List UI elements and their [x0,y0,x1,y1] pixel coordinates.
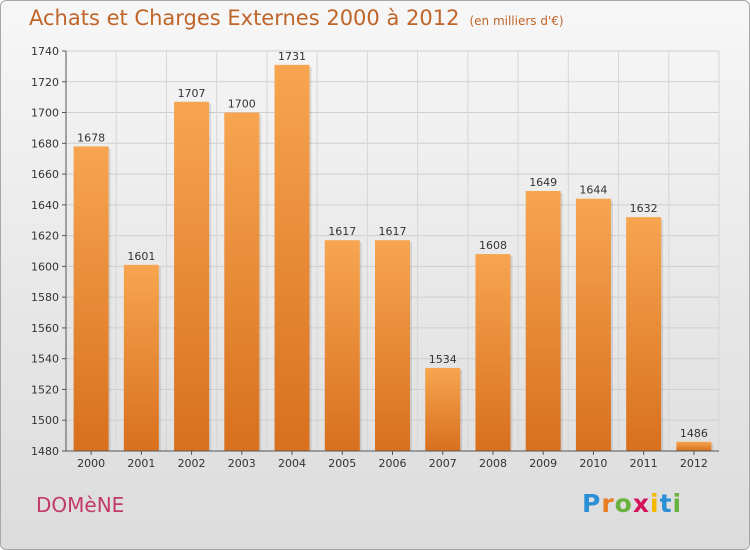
bar [375,240,410,451]
x-tick-label: 2011 [630,457,658,470]
y-tick-label: 1540 [31,353,59,366]
bar [224,112,260,452]
y-tick-label: 1660 [31,168,59,181]
y-tick-label: 1520 [31,383,59,396]
labels: 1678 2000 1601 2001 1707 2002 1700 2003 1731 2004… [77,50,708,470]
logo-letter: x [632,489,650,518]
y-tick-label: 1640 [31,199,59,212]
bar-value-label: 1617 [328,225,356,238]
bar-value-label: 1608 [479,239,507,252]
logo-letter: P [582,489,602,518]
bar-value-label: 1632 [630,202,658,215]
bar [676,441,712,451]
bars [73,64,714,452]
commune-name: DOMèNE [36,493,125,517]
y-tick-label: 1740 [31,45,59,58]
proxiti-logo: Proxiti [582,489,682,518]
x-tick-label: 2012 [680,457,708,470]
axes: 1480 1500 1520 1540 1560 1580 1600 1620 1640 1660… [31,45,719,458]
logo-letter: t [659,489,673,518]
y-tick-label: 1480 [31,445,59,458]
bar [123,264,159,451]
y-tick-label: 1680 [31,137,59,150]
logo-letter: r [601,489,615,518]
x-tick-label: 2004 [278,457,306,470]
title-text: Achats et Charges Externes 2000 à 2012 [29,6,460,30]
y-tick-label: 1600 [31,260,59,273]
y-tick-label: 1620 [31,230,59,243]
bar [475,254,511,451]
bar-value-label: 1649 [529,176,557,189]
bar-value-label: 1617 [379,225,407,238]
bar-value-label: 1707 [178,87,206,100]
logo-letter: i [650,489,660,518]
x-tick-label: 2003 [228,457,256,470]
bar [575,198,611,451]
x-tick-label: 2001 [127,457,155,470]
y-tick-label: 1560 [31,322,59,335]
bar [626,217,662,451]
bar-value-label: 1486 [680,427,708,440]
bar-value-label: 1601 [127,250,155,263]
x-tick-label: 2007 [429,457,457,470]
bar [425,367,461,451]
bar-value-label: 1644 [579,184,607,197]
y-tick-label: 1500 [31,414,59,427]
title-unit: (en milliers d'€) [469,14,564,28]
x-tick-label: 2009 [529,457,557,470]
y-tick-label: 1720 [31,76,59,89]
bar [73,146,109,451]
bar-value-label: 1731 [278,50,306,63]
bar-value-label: 1534 [429,353,457,366]
y-tick-label: 1700 [31,107,59,120]
x-tick-label: 2005 [328,457,356,470]
bar [274,64,310,451]
logo-letter: i [672,489,683,518]
bar [525,191,561,451]
x-tick-label: 2006 [379,457,407,470]
logo-letter: o [614,489,633,518]
chart-title: Achats et Charges Externes 2000 à 2012 (e… [29,6,564,30]
bar-value-label: 1700 [228,98,256,111]
bar [324,240,360,451]
bar [174,101,210,452]
bar-value-label: 1678 [77,131,105,144]
x-tick-label: 2010 [579,457,607,470]
x-tick-label: 2002 [178,457,206,470]
x-tick-label: 2000 [77,457,105,470]
y-tick-label: 1580 [31,291,59,304]
x-tick-label: 2008 [479,457,507,470]
